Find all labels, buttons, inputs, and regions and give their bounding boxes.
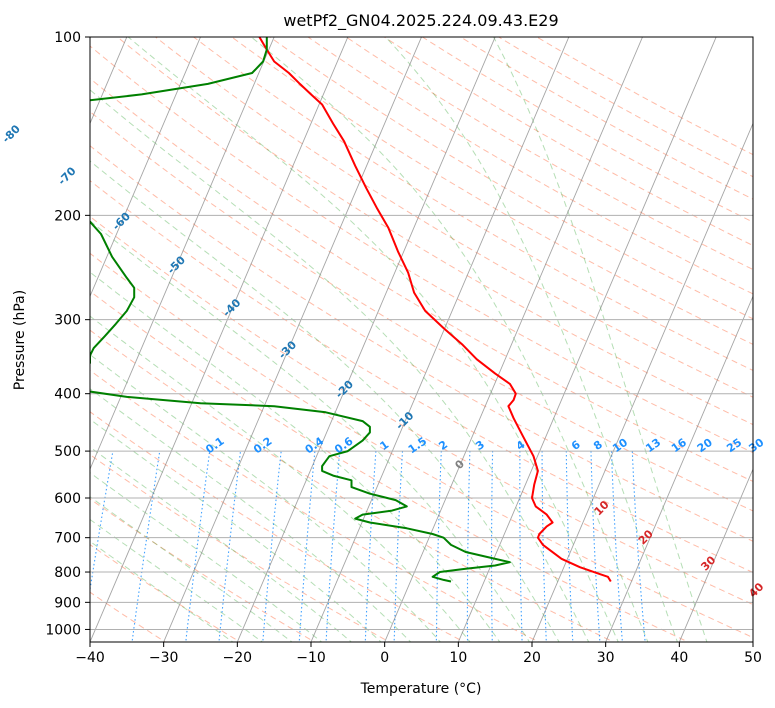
y-axis-title: Pressure (hPa)	[12, 290, 28, 390]
y-tick-label: 300	[54, 313, 81, 329]
isotherm-line	[605, 295, 753, 642]
moist-adiabat	[90, 354, 442, 642]
isotherm-line	[531, 122, 753, 642]
isotherm-line	[384, 37, 643, 642]
dry-adiabat	[154, 37, 753, 398]
moist-adiabat	[90, 388, 412, 642]
sounding-profiles	[90, 37, 612, 583]
x-tick-label: 0	[380, 650, 389, 666]
y-tick-label: 600	[54, 491, 81, 507]
isotherm-line	[236, 37, 496, 642]
mixing-ratio-line	[590, 451, 601, 642]
y-tick-label: 400	[54, 387, 81, 403]
isotherm-line	[90, 37, 275, 471]
isotherm-line	[90, 37, 349, 642]
x-tick-label: 10	[449, 650, 467, 666]
moist-adiabat	[90, 220, 531, 642]
x-tick-label: 40	[670, 650, 688, 666]
y-tick-label: 900	[54, 595, 81, 611]
temperature-profile	[258, 37, 612, 583]
mixing-ratio-line	[435, 451, 442, 642]
mixing-ratio-line	[565, 451, 574, 642]
background-lines	[90, 37, 753, 642]
isotherm-line	[310, 37, 570, 642]
dry-adiabat	[269, 37, 753, 320]
isotherm-line	[678, 467, 753, 642]
x-axis-title: Temperature (°C)	[360, 681, 482, 697]
moist-adiabat	[90, 518, 264, 642]
x-tick-label: −20	[223, 650, 253, 666]
dry-adiabat	[90, 77, 753, 482]
x-tick-label: −30	[149, 650, 179, 666]
moist-adiabat	[90, 540, 234, 642]
dry-adiabat	[192, 37, 753, 371]
x-tick-label: −10	[296, 650, 326, 666]
dry-adiabat	[90, 145, 753, 542]
dry-adiabat	[90, 290, 690, 642]
isotherm-line	[163, 37, 422, 642]
moist-adiabat	[127, 37, 619, 642]
y-tick-label: 200	[54, 208, 81, 224]
moist-adiabat	[90, 446, 353, 642]
dry-adiabat	[307, 37, 753, 295]
plot-frame	[89, 36, 754, 643]
y-tick-label: 500	[54, 444, 81, 460]
x-tick-label: 20	[523, 650, 541, 666]
mixing-ratio-line	[490, 451, 494, 642]
moist-adiabat	[90, 472, 323, 642]
isotherm-line	[90, 37, 201, 298]
y-tick-label: 1000	[45, 622, 81, 638]
chart-title: wetPf2_GN04.2025.224.09.43.E29	[283, 11, 558, 31]
axes: −40 −30 −20 −10 0 10 20 30 40 50 100 200 300 400 500 60…	[45, 30, 762, 666]
mixing-ratio-line	[541, 451, 547, 642]
y-tick-label: 700	[54, 531, 81, 547]
mixing-ratio-line	[466, 451, 471, 642]
moist-adiabat	[90, 271, 501, 642]
moist-adiabat	[90, 160, 560, 642]
moist-adiabat	[90, 418, 382, 642]
dewpoint-profile	[90, 37, 511, 583]
x-tick-label: 50	[744, 650, 762, 666]
y-tick-label: 100	[54, 30, 81, 46]
x-tick-label: 30	[597, 650, 615, 666]
mixing-ratio-line	[393, 451, 404, 642]
dry-adiabat	[90, 180, 753, 573]
plot-background	[90, 37, 753, 642]
dry-adiabat	[90, 111, 753, 512]
y-tick-label: 800	[54, 565, 81, 581]
moist-adiabat	[90, 315, 471, 642]
pressure-grid	[90, 37, 753, 630]
isotherm-line	[457, 37, 717, 642]
x-tick-label: −40	[75, 650, 105, 666]
mixing-ratio-line	[519, 451, 523, 642]
dry-adiabat	[90, 411, 466, 642]
